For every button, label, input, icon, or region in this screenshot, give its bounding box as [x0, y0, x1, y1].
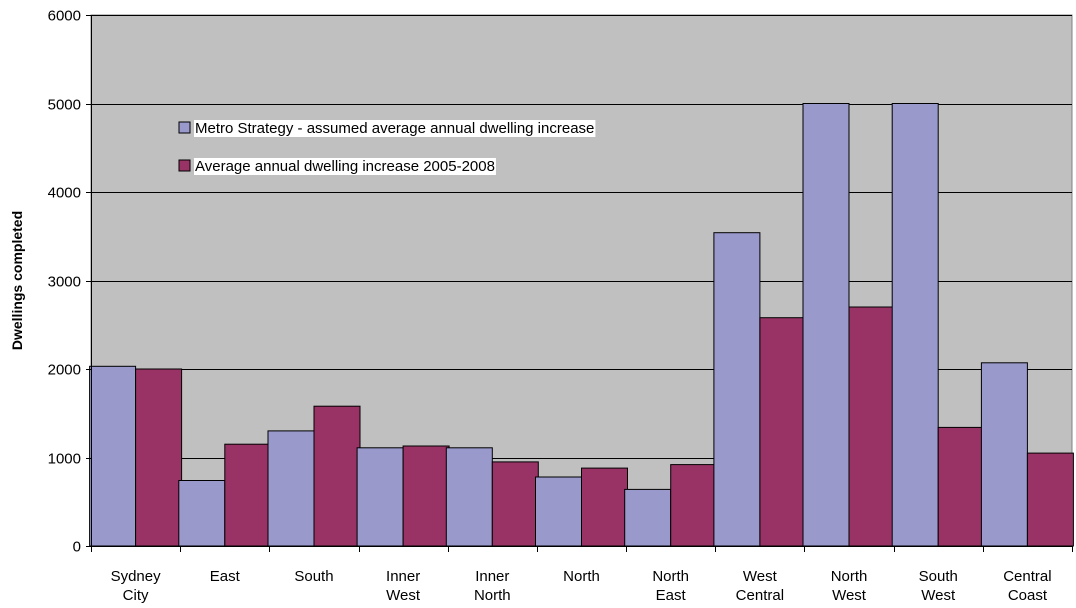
x-category-label: Sydney City	[111, 568, 162, 604]
y-tick-label: 6000	[48, 8, 81, 25]
bar-series-2	[670, 464, 718, 547]
y-tick-label: 4000	[48, 185, 81, 202]
legend-label: Metro Strategy - assumed average annual …	[195, 120, 594, 137]
y-axis-title: Dwellings completed	[9, 211, 25, 350]
x-category-label: South	[294, 568, 333, 585]
y-tick-label: 5000	[48, 97, 81, 114]
x-category-label: North East	[652, 568, 689, 604]
x-category-label: Inner West	[386, 568, 421, 604]
x-category-label: East	[210, 568, 241, 585]
legend-label: Average annual dwelling increase 2005-20…	[195, 158, 495, 175]
bar-series-1	[802, 103, 850, 547]
legend-label-background	[194, 158, 496, 175]
legend-swatch	[178, 121, 191, 134]
bar-series-1	[624, 488, 672, 547]
bar-series-2	[402, 445, 450, 547]
bar-series-1	[713, 232, 761, 547]
y-tick-label: 0	[73, 539, 81, 556]
bar-series-1	[535, 476, 582, 547]
bar-series-1	[445, 447, 493, 547]
bar-series-1	[267, 430, 315, 547]
bar-series-1	[980, 362, 1028, 547]
bar-series-2	[491, 461, 539, 547]
y-tick-labels: 0 1000 2000 3000 4000 5000 6000	[48, 8, 81, 556]
bar-series-2	[937, 426, 985, 547]
bar-series-1	[178, 480, 226, 547]
bar-series-2	[759, 317, 807, 547]
x-category-label: Central Coast	[1003, 568, 1051, 604]
bar-series-2	[313, 405, 361, 547]
x-category-label: Inner North	[474, 568, 511, 604]
bar-series-2	[581, 467, 628, 547]
legend-swatch	[178, 159, 191, 172]
axes	[86, 15, 1073, 552]
bar-series-1	[89, 365, 137, 547]
x-category-label: North West	[831, 568, 868, 604]
bar-series-2	[1026, 452, 1074, 547]
bar-series-2	[135, 368, 183, 547]
y-tick-label: 1000	[48, 451, 81, 468]
y-tick-label: 2000	[48, 362, 81, 379]
bar-series-1	[356, 447, 404, 547]
x-category-label: West Central	[736, 568, 784, 604]
bar-series-1	[891, 103, 939, 547]
bar-series-2	[224, 443, 272, 547]
legend: Metro Strategy - assumed average annual …	[178, 120, 596, 175]
x-category-labels: Sydney City East South Inner West Inner North No…	[111, 568, 1052, 604]
legend-label-background	[194, 120, 596, 137]
x-category-label: South West	[919, 568, 958, 604]
bars	[89, 103, 1074, 547]
bar-series-2	[848, 306, 896, 547]
y-tick-label: 3000	[48, 274, 81, 291]
x-category-label: North	[563, 568, 600, 585]
